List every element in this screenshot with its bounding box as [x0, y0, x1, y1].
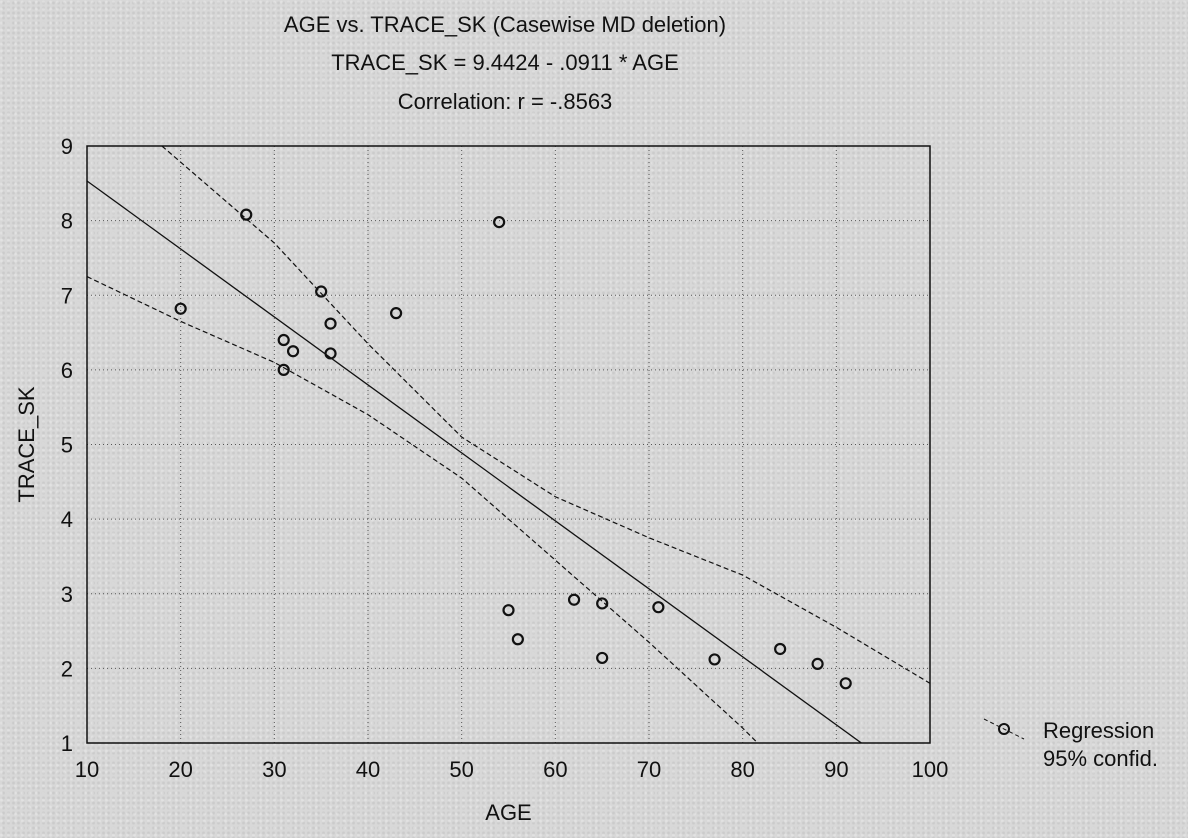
data-point	[324, 317, 337, 330]
regression-line-group	[87, 180, 863, 743]
data-point	[286, 345, 300, 358]
x-axis-label: AGE	[485, 800, 531, 825]
data-point	[390, 307, 403, 320]
data-point	[315, 285, 328, 298]
data-point	[493, 216, 506, 229]
legend-dashed-line-icon	[983, 718, 1025, 740]
data-point	[502, 604, 515, 617]
x-tick-label: 60	[543, 757, 567, 782]
data-point	[839, 677, 852, 690]
data-points	[174, 208, 852, 690]
chart-title: AGE vs. TRACE_SK (Casewise MD deletion)	[283, 12, 727, 37]
data-point	[596, 651, 609, 665]
chart-correlation: Correlation: r = -.8563	[397, 89, 613, 114]
regression-line	[87, 180, 863, 743]
confidence-band-lower	[87, 276, 759, 743]
y-axis-label: TRACE_SK	[14, 386, 39, 502]
data-point	[511, 633, 524, 646]
grid-lines	[87, 146, 930, 743]
data-point	[811, 657, 824, 670]
confidence-band-upper	[161, 146, 930, 684]
y-tick-label: 4	[61, 507, 73, 532]
y-tick-label: 1	[61, 731, 73, 756]
legend: Regression 95% confid.	[983, 718, 1158, 771]
x-tick-label: 10	[75, 757, 99, 782]
y-tick-label: 9	[61, 134, 73, 159]
y-tick-label: 8	[61, 209, 73, 234]
data-point	[708, 653, 721, 666]
y-tick-label: 7	[61, 283, 73, 308]
x-tick-label: 40	[356, 757, 380, 782]
data-point	[240, 208, 253, 221]
x-tick-labels: 10 20 30 40 50 60 70 80 90 100	[75, 757, 949, 782]
data-point	[652, 601, 665, 614]
x-tick-label: 80	[730, 757, 754, 782]
data-point	[567, 593, 581, 606]
x-tick-label: 20	[168, 757, 192, 782]
x-tick-label: 100	[912, 757, 949, 782]
data-point	[324, 347, 337, 360]
confidence-bands	[87, 146, 930, 743]
chart-equation: TRACE_SK = 9.4424 - .0911 * AGE	[331, 50, 679, 75]
data-point	[174, 302, 187, 315]
legend-point-icon	[998, 723, 1010, 735]
x-tick-label: 50	[449, 757, 473, 782]
legend-item-regression: Regression	[1043, 718, 1154, 743]
x-tick-label: 70	[637, 757, 661, 782]
plot-frame	[86, 145, 931, 744]
data-point	[277, 363, 290, 376]
legend-item-confidence: 95% confid.	[1043, 746, 1158, 771]
y-tick-labels: 1 2 3 4 5 6 7 8 9	[61, 134, 73, 756]
y-tick-label: 2	[61, 656, 73, 681]
data-point	[596, 597, 609, 610]
y-tick-label: 6	[61, 358, 73, 383]
data-point	[774, 642, 787, 656]
x-tick-label: 30	[262, 757, 286, 782]
x-tick-label: 90	[824, 757, 848, 782]
data-point	[277, 333, 290, 347]
y-tick-label: 3	[61, 582, 73, 607]
y-tick-label: 5	[61, 433, 73, 458]
